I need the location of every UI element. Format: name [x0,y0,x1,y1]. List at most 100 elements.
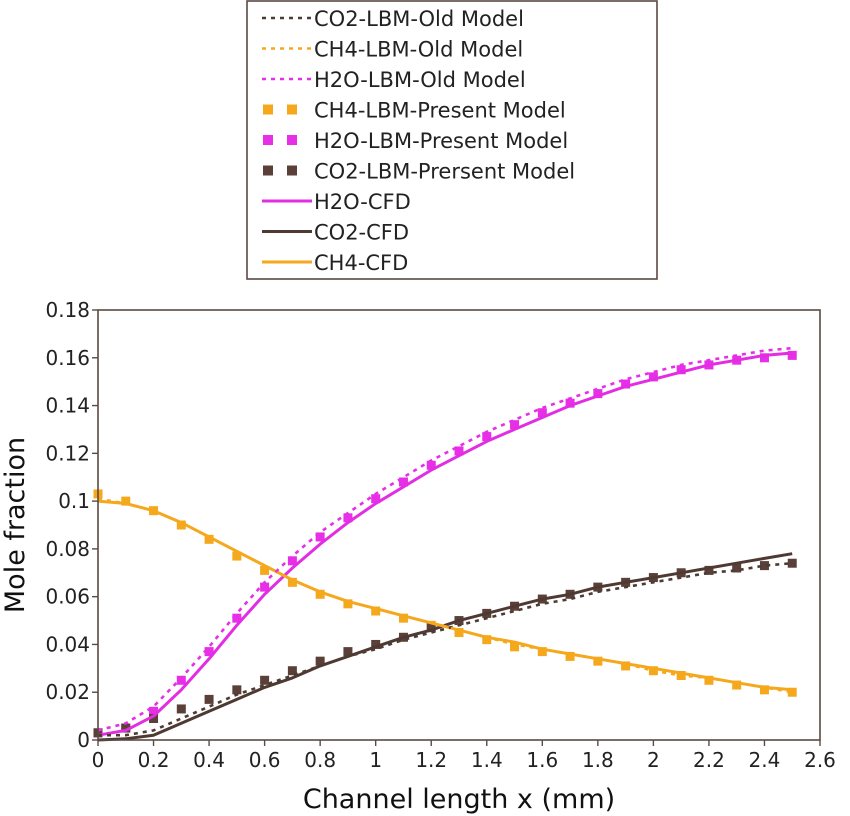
y-tick-label: 0.16 [45,346,90,370]
plot-area [93,346,797,742]
data-point-h2o-lbm-present-model [426,460,436,470]
data-point-co2-lbm-prersent-model [121,723,131,733]
x-tick-label: 1.8 [582,748,614,772]
x-tick-label: 1 [369,748,382,772]
data-point-h2o-lbm-present-model [149,706,159,716]
series-co2-lbm-old-model [98,561,793,737]
x-tick-label: 2.6 [804,748,836,772]
data-point-h2o-lbm-present-model [537,408,547,418]
data-point-ch4-lbm-present-model [621,661,631,671]
legend-swatch [263,165,273,176]
data-point-h2o-lbm-present-model [565,398,575,408]
data-point-h2o-lbm-present-model [371,494,381,504]
data-point-ch4-lbm-present-model [732,680,742,690]
data-point-h2o-lbm-present-model [648,372,658,382]
data-point-ch4-lbm-present-model [398,613,408,623]
legend-swatch [287,165,297,176]
data-point-co2-lbm-prersent-model [204,694,214,704]
legend-item-ch4-lbm-old-model: CH4-LBM-Old Model [262,38,523,62]
data-point-h2o-lbm-present-model [621,379,631,389]
series-co2-lbm-prersent-model [93,558,797,738]
series-h2o-lbm-old-model [97,346,793,732]
legend: CO2-LBM-Old Model CH4-LBM-Old Model H2O-LB… [246,0,658,280]
legend-item-h2o-cfd: H2O-CFD [262,190,411,214]
data-point-ch4-lbm-present-model [260,565,270,575]
legend-label: CO2-CFD [314,221,409,245]
legend-label: H2O-LBM-Present Model [314,129,568,153]
x-axis-title: Channel length x (mm) [303,784,615,815]
data-point-co2-lbm-prersent-model [787,558,797,568]
y-tick-label: 0.1 [58,489,90,513]
legend-swatch [287,135,297,145]
line-h2o-lbm-old-model [97,346,793,732]
data-point-ch4-lbm-present-model [759,685,769,695]
legend-box [246,0,658,280]
line-co2-cfd [97,552,793,742]
data-point-h2o-lbm-present-model [759,353,769,363]
series-co2-cfd [97,552,793,742]
x-tick-label: 0.8 [304,748,336,772]
data-point-co2-lbm-prersent-model [232,685,242,695]
legend-swatch [263,135,273,145]
data-point-co2-lbm-prersent-model [426,623,436,633]
data-point-h2o-lbm-present-model [593,389,603,399]
line-h2o-cfd [97,351,793,737]
line-ch4-cfd [97,499,793,692]
data-point-co2-lbm-prersent-model [759,561,769,571]
plot-frame [97,309,821,741]
data-point-ch4-lbm-present-model [204,534,214,544]
data-point-co2-lbm-prersent-model [371,639,381,649]
data-point-ch4-lbm-present-model [176,520,186,530]
legend-item-ch4-lbm-present-model: CH4-LBM-Present Model [263,99,566,123]
legend-item-co2-lbm-old-model: CO2-LBM-Old Model [262,7,524,31]
data-point-ch4-lbm-present-model [510,642,520,652]
series-ch4-cfd [97,499,793,692]
legend-label: CH4-CFD [314,251,408,275]
x-tick-label: 0 [92,748,105,772]
legend-item-ch4-cfd: CH4-CFD [262,251,408,275]
legend-item-co2-lbm-prersent-model: CO2-LBM-Prersent Model [263,160,575,184]
legend-label: CH4-LBM-Old Model [314,38,523,62]
x-tick-label: 1.2 [415,748,447,772]
axes: 0 0.2 0.4 0.6 0.8 1 1.2 1.4 1.6 1.8 2 2.2 2.4 2.6 0 0.0… [45,298,835,772]
data-point-co2-lbm-prersent-model [149,714,159,723]
legend-label: CO2-LBM-Old Model [314,7,524,31]
legend-swatch [263,104,273,115]
legend-swatch [287,104,297,115]
line-ch4-lbm-old-model [97,497,793,694]
legend-label: H2O-CFD [314,190,411,214]
legend-label: CO2-LBM-Prersent Model [314,160,575,184]
x-tick-label: 2.4 [749,748,781,772]
series-h2o-cfd [97,351,793,737]
data-point-h2o-lbm-present-model [676,365,686,375]
data-point-co2-lbm-prersent-model [176,704,186,714]
series-h2o-lbm-present-model [93,350,797,738]
data-point-h2o-lbm-present-model [343,513,353,523]
y-tick-label: 0 [77,728,90,752]
y-tick-label: 0.18 [45,298,90,322]
series-ch4-lbm-present-model [93,489,797,697]
legend-item-h2o-lbm-present-model: H2O-LBM-Present Model [263,129,568,153]
data-point-co2-lbm-prersent-model [287,666,297,676]
y-tick-label: 0.06 [45,585,90,609]
legend-label: CH4-LBM-Present Model [314,99,566,123]
data-point-ch4-lbm-present-model [454,628,464,637]
data-point-h2o-lbm-present-model [204,647,214,657]
series-ch4-lbm-old-model [97,497,793,694]
x-tick-label: 2 [647,748,660,772]
data-point-ch4-lbm-present-model [287,577,297,587]
data-point-ch4-lbm-present-model [704,675,714,685]
data-point-h2o-lbm-present-model [454,446,464,456]
data-point-h2o-lbm-present-model [287,556,297,566]
data-point-co2-lbm-prersent-model [260,675,270,685]
legend-item-h2o-lbm-old-model: H2O-LBM-Old Model [262,68,526,92]
data-point-h2o-lbm-present-model [260,582,270,592]
data-point-h2o-lbm-present-model [398,477,408,487]
x-tick-label: 1.4 [471,748,503,772]
data-point-ch4-lbm-present-model [343,599,353,609]
data-point-h2o-lbm-present-model [315,532,325,542]
y-tick-label: 0.12 [45,441,90,465]
data-point-h2o-lbm-present-model [787,350,797,360]
data-point-ch4-lbm-present-model [565,651,575,661]
